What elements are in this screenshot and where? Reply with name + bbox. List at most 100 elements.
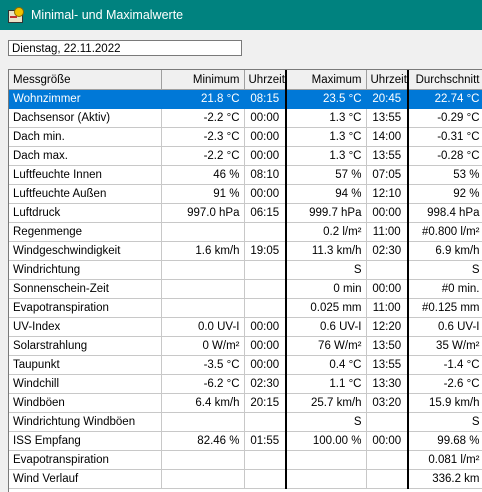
cell-average: -0.29 °C	[407, 108, 482, 128]
cell-minimum: 82.46 %	[161, 431, 245, 451]
table-row[interactable]: Luftfeuchte Außen 91 % 00:00 94 % 12:10 92 %	[9, 184, 482, 204]
cell-average: 99.68 %	[407, 431, 482, 451]
cell-maximum: 1.3 °C	[285, 146, 367, 166]
cell-average: #0.125 mm	[407, 298, 482, 318]
cell-name: Luftdruck	[9, 203, 162, 223]
table-row[interactable]: Windrichtung Windböen S S	[9, 412, 482, 432]
cell-maximum: 23.5 °C	[285, 89, 367, 109]
cell-minimum: 46 %	[161, 165, 245, 185]
cell-maximum: 100.00 %	[285, 431, 367, 451]
table-row[interactable]: Windchill -6.2 °C 02:30 1.1 °C 13:30 -2.6 °C	[9, 374, 482, 394]
cell-min-time: 00:00	[244, 184, 287, 204]
table-row[interactable]: Taupunkt -3.5 °C 00:00 0.4 °C 13:55 -1.4 °C	[9, 355, 482, 375]
table-row[interactable]: Luftfeuchte Innen 46 % 08:10 57 % 07:05 53 %	[9, 165, 482, 185]
cell-max-time: 11:00	[366, 222, 409, 242]
table-row[interactable]: Dach max. -2.2 °C 00:00 1.3 °C 13:55 -0.28 °C	[9, 146, 482, 166]
cell-min-time	[244, 450, 287, 470]
table-row[interactable]: UV-Index 0.0 UV-I 00:00 0.6 UV-I 12:20 0.6 UV…	[9, 317, 482, 337]
title-bar[interactable]: Minimal- und Maximalwerte	[0, 0, 482, 30]
cell-name: ISS Empfang	[9, 431, 162, 451]
cell-maximum: 11.3 km/h	[285, 241, 367, 261]
cell-max-time: 20:45	[366, 89, 409, 109]
cell-name: Wind Verlauf	[9, 469, 162, 489]
cell-name: Windböen	[9, 393, 162, 413]
cell-minimum: 997.0 hPa	[161, 203, 245, 223]
table-row[interactable]: Sonnenschein-Zeit 0 min 00:00 #0 min.	[9, 279, 482, 299]
table-row[interactable]: Regenmenge 0.2 l/m² 11:00 #0.800 l/m²	[9, 222, 482, 242]
cell-max-time: 13:30	[366, 374, 409, 394]
table-row[interactable]: Evapotranspiration 0.081 l/m²	[9, 450, 482, 470]
cell-min-time: 00:00	[244, 317, 287, 337]
header-maximum[interactable]: Maximum	[285, 70, 367, 90]
table-row[interactable]: Luftdruck 997.0 hPa 06:15 999.7 hPa 00:00 998…	[9, 203, 482, 223]
header-messgroesse[interactable]: Messgröße	[9, 70, 162, 90]
table-row[interactable]: Wind Verlauf 336.2 km	[9, 469, 482, 489]
cell-average: 92 %	[407, 184, 482, 204]
header-uhrzeit-max[interactable]: Uhrzeit	[366, 70, 409, 90]
cell-name: Evapotranspiration	[9, 450, 162, 470]
table-row[interactable]: Windgeschwindigkeit 1.6 km/h 19:05 11.3 km/…	[9, 241, 482, 261]
cell-minimum: 21.8 °C	[161, 89, 245, 109]
header-durchschnitt[interactable]: Durchschnitt	[407, 70, 482, 90]
cell-min-time: 00:00	[244, 146, 287, 166]
cell-name: Dachsensor (Aktiv)	[9, 108, 162, 128]
table-header-row: Messgröße Minimum Uhrzeit Maximum Uhrzei…	[9, 70, 482, 90]
cell-max-time: 13:55	[366, 146, 409, 166]
cell-minimum: 0.0 UV-I	[161, 317, 245, 337]
cell-min-time: 08:10	[244, 165, 287, 185]
cell-minimum	[161, 469, 245, 489]
cell-name: Solarstrahlung	[9, 336, 162, 356]
cell-name: UV-Index	[9, 317, 162, 337]
cell-max-time: 00:00	[366, 279, 409, 299]
table-row[interactable]: ISS Empfang 82.46 % 01:55 100.00 % 00:00 99.6…	[9, 431, 482, 451]
cell-maximum: 57 %	[285, 165, 367, 185]
cell-max-time	[366, 412, 409, 432]
cell-maximum: 1.3 °C	[285, 127, 367, 147]
table-row[interactable]: Evapotranspiration 0.025 mm 11:00 #0.125 mm	[9, 298, 482, 318]
cell-maximum: 25.7 km/h	[285, 393, 367, 413]
cell-average: -2.6 °C	[407, 374, 482, 394]
date-field[interactable]: Dienstag, 22.11.2022	[8, 40, 242, 56]
cell-min-time: 02:30	[244, 374, 287, 394]
cell-name: Taupunkt	[9, 355, 162, 375]
cell-min-time	[244, 298, 287, 318]
table-row[interactable]: Dachsensor (Aktiv) -2.2 °C 00:00 1.3 °C 13:5…	[9, 108, 482, 128]
cell-minimum	[161, 222, 245, 242]
cell-maximum: 1.3 °C	[285, 108, 367, 128]
cell-name: Windrichtung	[9, 260, 162, 280]
cell-average: 0.081 l/m²	[407, 450, 482, 470]
cell-minimum: 0 W/m²	[161, 336, 245, 356]
table-row[interactable]: Windrichtung S S	[9, 260, 482, 280]
cell-name: Sonnenschein-Zeit	[9, 279, 162, 299]
header-minimum[interactable]: Minimum	[161, 70, 245, 90]
cell-min-time	[244, 412, 287, 432]
cell-maximum	[285, 469, 367, 489]
cell-min-time: 00:00	[244, 127, 287, 147]
table-row[interactable]: Dach min. -2.3 °C 00:00 1.3 °C 14:00 -0.31 °C	[9, 127, 482, 147]
cell-name: Windchill	[9, 374, 162, 394]
table-row[interactable]: Windböen 6.4 km/h 20:15 25.7 km/h 03:20 15.9 …	[9, 393, 482, 413]
cell-minimum	[161, 450, 245, 470]
table-row[interactable]: Solarstrahlung 0 W/m² 00:00 76 W/m² 13:50 35 …	[9, 336, 482, 356]
cell-max-time	[366, 469, 409, 489]
cell-name: Windrichtung Windböen	[9, 412, 162, 432]
cell-maximum: 76 W/m²	[285, 336, 367, 356]
cell-average: S	[407, 412, 482, 432]
cell-name: Luftfeuchte Außen	[9, 184, 162, 204]
header-uhrzeit-min[interactable]: Uhrzeit	[244, 70, 287, 90]
cell-maximum: S	[285, 412, 367, 432]
cell-average: 35 W/m²	[407, 336, 482, 356]
cell-min-time	[244, 279, 287, 299]
weather-app-icon	[7, 7, 24, 23]
table-row[interactable]: Wohnzimmer 21.8 °C 08:15 23.5 °C 20:45 22.74 …	[9, 89, 482, 109]
min-max-table[interactable]: Messgröße Minimum Uhrzeit Maximum Uhrzei…	[8, 69, 482, 492]
cell-average: 336.2 km	[407, 469, 482, 489]
cell-average: 6.9 km/h	[407, 241, 482, 261]
cell-maximum: 0 min	[285, 279, 367, 299]
cell-name: Dach max.	[9, 146, 162, 166]
cell-name: Dach min.	[9, 127, 162, 147]
cell-max-time: 00:00	[366, 431, 409, 451]
cell-maximum: 0.2 l/m²	[285, 222, 367, 242]
cell-minimum: -3.5 °C	[161, 355, 245, 375]
cell-minimum: 91 %	[161, 184, 245, 204]
